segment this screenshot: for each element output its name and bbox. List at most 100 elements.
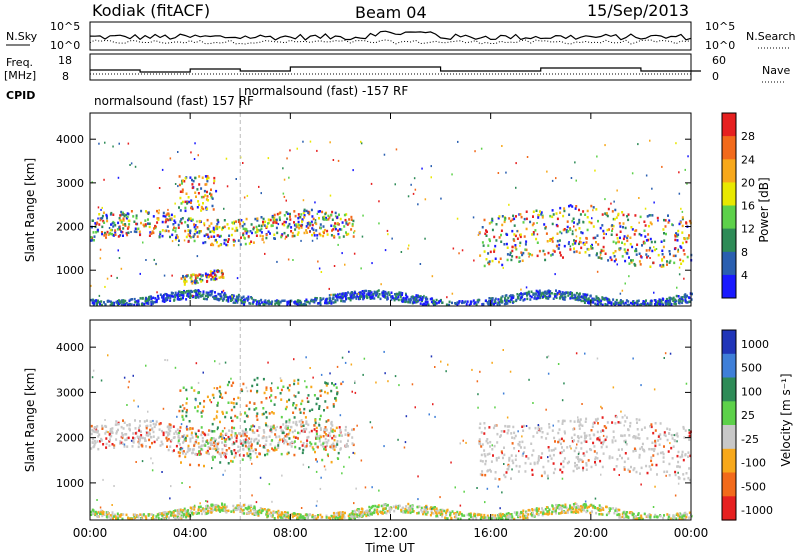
- velocity-cell: [572, 469, 575, 473]
- power-cell: [649, 257, 651, 259]
- power-cell: [504, 297, 506, 300]
- power-cell: [174, 183, 177, 185]
- velocity-cell: [136, 515, 139, 518]
- power-cell: [159, 230, 162, 234]
- power-cell: [177, 244, 180, 247]
- velocity-cell: [688, 467, 691, 470]
- power-cell: [133, 303, 136, 307]
- velocity-cell: [603, 425, 606, 428]
- power-cell: [593, 298, 596, 302]
- velocity-cell: [326, 453, 329, 456]
- power-cell: [484, 232, 487, 235]
- velocity-cell: [184, 511, 187, 514]
- velocity-cell: [352, 513, 355, 516]
- velocity-cell: [184, 455, 187, 459]
- power-cell: [281, 222, 284, 226]
- power-cell: [162, 295, 165, 298]
- power-cell: [200, 280, 203, 283]
- velocity-cell: [278, 435, 281, 438]
- power-cell: [616, 263, 618, 266]
- power-cell: [170, 291, 173, 295]
- velocity-cell: [420, 508, 423, 512]
- velocity-cell: [221, 410, 224, 414]
- velocity-cell: [130, 517, 133, 521]
- velocity-cell: [550, 457, 553, 460]
- power-cell: [629, 242, 632, 246]
- velocity-cell: [188, 420, 191, 423]
- power-cell: [556, 291, 559, 295]
- power-cell: [121, 230, 124, 234]
- velocity-cell: [237, 450, 239, 453]
- velocity-cell: [263, 431, 266, 434]
- velocity-cell: [513, 436, 516, 440]
- power-cell: [638, 232, 641, 236]
- velocity-cell: [517, 470, 520, 473]
- velocity-cell: [558, 438, 561, 442]
- velocity-cell: [555, 512, 558, 515]
- power-cell: [148, 225, 151, 229]
- velocity-cell: [611, 441, 614, 444]
- velocity-cell: [441, 508, 444, 512]
- velocity-cell: [324, 445, 327, 449]
- velocity-cell: [562, 449, 565, 452]
- velocity-cell: [173, 449, 175, 452]
- power-cell: [194, 191, 197, 194]
- velocity-cell: [599, 459, 602, 463]
- power-cell: [582, 299, 585, 303]
- velocity-cell: [202, 405, 205, 409]
- power-cell: [490, 297, 493, 300]
- power-cell: [639, 255, 642, 258]
- velocity-cell: [235, 402, 238, 405]
- velocity-cell: [420, 506, 423, 510]
- power-cell: [681, 217, 684, 221]
- power-cell: [365, 295, 368, 298]
- velocity-cell: [502, 456, 504, 460]
- velocity-cell: [205, 507, 208, 511]
- power-cell: [407, 298, 410, 301]
- velocity-cell: [221, 437, 224, 440]
- velocity-cell: [111, 513, 114, 516]
- velocity-cell: [569, 419, 572, 423]
- power-cell: [461, 249, 464, 252]
- power-cell: [265, 233, 268, 237]
- power-cell: [477, 234, 480, 236]
- power-cell: [633, 303, 636, 306]
- power-cell: [319, 223, 322, 226]
- power-cell: [198, 203, 201, 207]
- power-cell: [192, 179, 195, 183]
- velocity-cell: [317, 422, 320, 425]
- power-cell: [514, 244, 517, 247]
- velocity-cell: [589, 448, 591, 451]
- power-cell: [410, 183, 412, 186]
- velocity-cell: [233, 397, 235, 401]
- velocity-cell: [430, 511, 433, 515]
- velocity-cell: [605, 505, 607, 509]
- power-cell: [92, 231, 95, 234]
- velocity-cell: [244, 441, 247, 444]
- power-cell: [498, 236, 501, 239]
- power-cell: [303, 302, 306, 306]
- power-cell: [209, 294, 212, 297]
- power-cell: [661, 297, 664, 300]
- power-cell: [596, 296, 599, 300]
- velocity-cell: [683, 517, 686, 520]
- velocity-cell: [332, 403, 335, 406]
- velocity-cell: [513, 447, 516, 450]
- power-cell: [405, 293, 407, 296]
- velocity-cell: [646, 515, 649, 518]
- power-cell: [330, 234, 333, 237]
- power-cell: [525, 286, 528, 289]
- power-cell: [177, 292, 180, 295]
- velocity-cell: [203, 464, 205, 468]
- power-cell: [617, 212, 620, 216]
- power-cell: [169, 296, 172, 300]
- velocity-cell: [221, 506, 224, 509]
- power-cell: [360, 295, 363, 298]
- velocity-cell: [264, 443, 267, 446]
- power-cell: [654, 248, 656, 252]
- velocity-cell: [251, 431, 254, 434]
- power-cell: [527, 290, 530, 294]
- power-cell: [319, 301, 322, 304]
- velocity-cell: [100, 511, 102, 514]
- power-cell: [353, 230, 356, 233]
